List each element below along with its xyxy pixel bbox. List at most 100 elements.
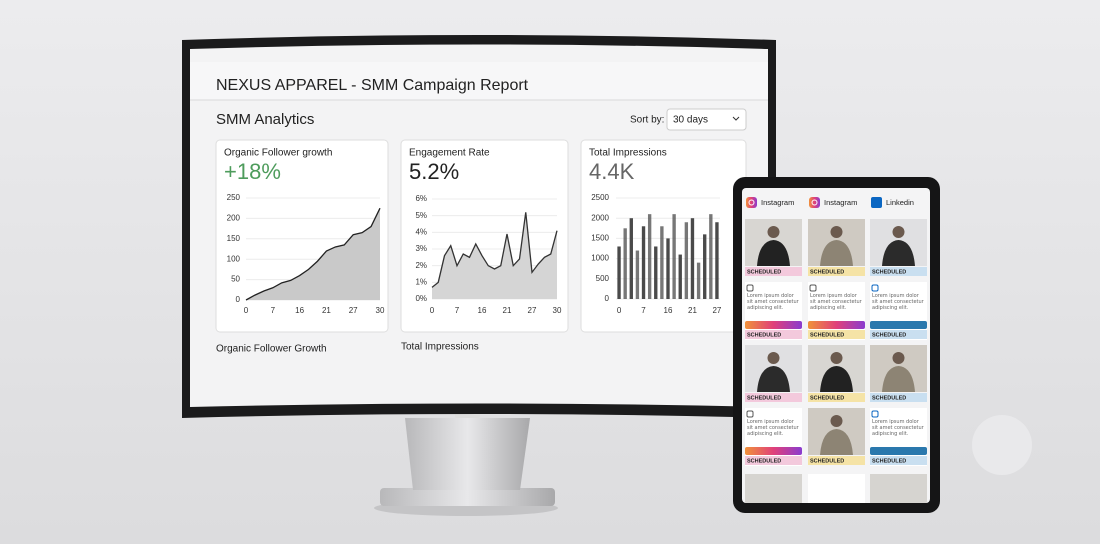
area xyxy=(246,208,380,300)
platform-name[interactable]: Instagram xyxy=(824,198,857,207)
photo-body xyxy=(820,240,853,266)
y-tick-label: 200 xyxy=(227,214,241,223)
charts: Organic Follower growth+18% 0 50 100 150 200 2… xyxy=(224,148,722,315)
bar xyxy=(684,222,689,299)
post-caption: Lorem ipsum dolor sit amet consectetur a… xyxy=(872,293,924,311)
post-caption: Lorem ipsum dolor sit amet consectetur a… xyxy=(810,293,862,311)
y-tick-label: 0% xyxy=(415,294,427,303)
status-bar xyxy=(870,321,927,329)
bar xyxy=(635,250,640,299)
platform-icon xyxy=(746,197,757,208)
partial-card xyxy=(808,474,865,503)
post-text: Lorem ipsum dolor sit amet consectetur a… xyxy=(872,419,924,437)
card-title: Total Impressions xyxy=(589,148,667,159)
x-tick-label: 7 xyxy=(641,306,646,315)
x-tick-label: 0 xyxy=(244,306,249,315)
bar xyxy=(623,228,627,299)
photo-body xyxy=(882,366,915,392)
y-tick-label: 6% xyxy=(415,194,427,203)
card-title: Engagement Rate xyxy=(409,148,490,159)
header-bar xyxy=(190,62,768,100)
status-tag xyxy=(808,330,865,339)
post-caption: Lorem ipsum dolor sit amet consectetur a… xyxy=(872,419,924,437)
photo-head xyxy=(767,226,780,238)
bar xyxy=(678,254,682,299)
status-tag xyxy=(808,456,865,465)
bar xyxy=(703,234,707,299)
x-tick-label: 21 xyxy=(503,306,512,315)
platform-icon xyxy=(809,197,820,208)
bar xyxy=(641,226,646,299)
x-tick-label: 16 xyxy=(478,306,487,315)
bar xyxy=(709,214,713,299)
platform-name[interactable]: Linkedin xyxy=(886,198,914,207)
post-text: Lorem ipsum dolor sit amet consectetur a… xyxy=(872,293,924,311)
status: SCHEDULED xyxy=(872,458,906,464)
status: SCHEDULED xyxy=(872,332,906,338)
x-tick-label: 27 xyxy=(528,306,537,315)
bar xyxy=(660,226,664,299)
post-icon xyxy=(871,284,879,292)
x-tick-label: 7 xyxy=(455,306,460,315)
status: SCHEDULED xyxy=(872,395,906,401)
chevron xyxy=(732,116,740,121)
x-tick-label: 27 xyxy=(349,306,358,315)
status-tag xyxy=(745,393,802,402)
y-tick-label: 3% xyxy=(415,244,427,253)
sort-select[interactable] xyxy=(666,108,747,131)
status-tag xyxy=(745,330,802,339)
bar xyxy=(696,262,701,299)
y-tick-label: 100 xyxy=(227,254,241,263)
status-tag xyxy=(808,267,865,276)
caption: Total Impressions xyxy=(401,342,479,353)
y-tick-label: 2500 xyxy=(591,193,609,202)
photo-head xyxy=(892,352,905,364)
y-tick-label: 1% xyxy=(415,277,427,286)
post-text: Lorem ipsum dolor sit amet consectetur a… xyxy=(747,419,799,437)
y-tick-label: 500 xyxy=(596,274,610,283)
x-tick-label: 27 xyxy=(712,306,721,315)
x-tick-label: 16 xyxy=(664,306,673,315)
section-title: SMM Analytics xyxy=(216,111,314,128)
partial-card xyxy=(745,474,802,503)
bar xyxy=(690,218,695,299)
bar xyxy=(672,214,676,299)
photo-body xyxy=(820,366,853,392)
status-tag xyxy=(870,267,927,276)
status-bar xyxy=(870,447,927,455)
y-tick-label: 2% xyxy=(415,261,427,270)
x-tick-label: 30 xyxy=(376,306,385,315)
post-icon xyxy=(809,284,817,292)
line xyxy=(245,207,381,301)
sort-value[interactable]: 30 days xyxy=(673,115,708,126)
status-tag xyxy=(870,330,927,339)
x-tick-label: 7 xyxy=(271,306,276,315)
partial-card xyxy=(870,474,927,503)
platform-name[interactable]: Instagram xyxy=(761,198,794,207)
x-tick-label: 21 xyxy=(688,306,697,315)
platform-icon-dot xyxy=(811,199,818,206)
tablet-content: Instagram SCHEDULED Lorem ipsum dolor sit … xyxy=(745,197,927,503)
y-tick-label: 1500 xyxy=(591,234,609,243)
status: SCHEDULED xyxy=(747,269,781,275)
status: SCHEDULED xyxy=(810,269,844,275)
platform-icon xyxy=(871,197,882,208)
x-tick-label: 0 xyxy=(617,306,622,315)
status-tag xyxy=(745,267,802,276)
y-tick-label: 0 xyxy=(605,294,610,303)
y-tick-label: 4% xyxy=(415,227,427,236)
post-icon xyxy=(746,284,754,292)
stand-base xyxy=(380,488,555,506)
status-tag xyxy=(870,393,927,402)
photo-body xyxy=(820,429,853,455)
stand-neck xyxy=(405,418,530,490)
status-bar xyxy=(745,321,802,329)
card-title: Organic Follower growth xyxy=(224,148,332,159)
status: SCHEDULED xyxy=(810,332,844,338)
post-text: Lorem ipsum dolor sit amet consectetur a… xyxy=(810,293,862,311)
bar xyxy=(666,238,670,299)
headline: 4.4K xyxy=(589,159,635,184)
photo-body xyxy=(882,240,915,266)
